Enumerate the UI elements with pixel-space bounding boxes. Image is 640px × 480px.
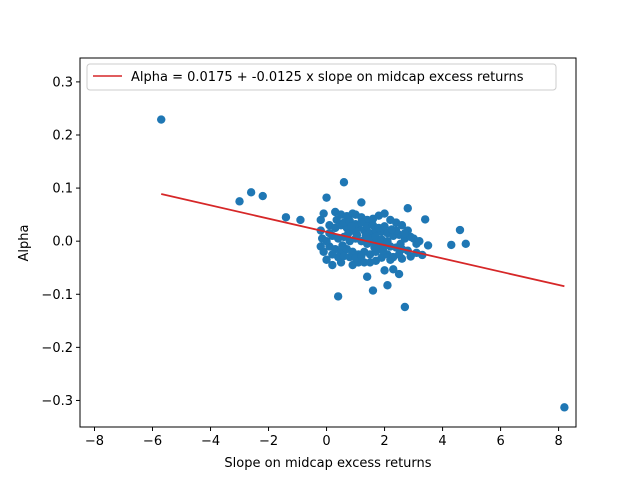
scatter-point (360, 258, 369, 267)
scatter-point (258, 191, 267, 201)
axes-frame (79, 57, 577, 428)
scatter-point (322, 236, 331, 246)
scatter-point (461, 239, 470, 249)
scatter-point (380, 222, 389, 231)
scatter-point (361, 231, 370, 241)
y-tick-label: 0.2 (52, 128, 73, 143)
y-tick-label: 0.3 (52, 75, 73, 90)
scatter-point (357, 251, 366, 261)
x-tick-label: 6 (496, 434, 504, 449)
scatter-point (403, 204, 412, 213)
scatter-point (362, 272, 372, 281)
scatter-point (380, 209, 389, 218)
x-tick-label: 4 (438, 434, 446, 449)
y-axis: −0.3 −0.2 −0.1 0.0 0.1 0.2 0.3 (41, 75, 80, 409)
x-axis-label: Slope on midcap excess returns (224, 456, 431, 471)
x-axis: −8 −6 −4 −2 0 2 4 6 8 (85, 427, 563, 449)
y-tick-label: −0.3 (41, 394, 73, 409)
scatter-point (344, 229, 353, 238)
scatter-point (157, 115, 166, 124)
scatter-point (383, 236, 392, 246)
scatter-point (447, 240, 456, 250)
scatter-point (332, 215, 341, 225)
scatter-point (383, 281, 392, 290)
scatter-point (316, 215, 325, 225)
legend-entry-fit-line: Alpha = 0.0175 + -0.0125 x slope on midc… (131, 70, 524, 85)
scatter-point (378, 246, 388, 255)
legend-box (86, 63, 557, 91)
scatter-point (400, 229, 410, 238)
y-axis-label: Alpha (17, 225, 32, 262)
scatter-point (328, 250, 337, 259)
y-tick-label: −0.2 (41, 341, 73, 356)
scatter-point (370, 243, 379, 252)
scatter-point (423, 241, 433, 250)
scatter-point (322, 193, 331, 202)
scatter-point (380, 266, 389, 275)
scatter-point (235, 197, 244, 206)
scatter-point (400, 302, 410, 312)
scatter-point (394, 250, 404, 259)
scatter-point (396, 239, 405, 249)
scatter-point (338, 241, 347, 250)
scatter-point (455, 225, 465, 235)
y-tick-label: −0.1 (41, 288, 73, 303)
y-tick-label: 0.1 (52, 182, 73, 197)
scatter-point (415, 236, 424, 246)
scatter-point (319, 209, 328, 218)
scatter-point (328, 260, 337, 270)
scatter-point (347, 222, 356, 231)
x-tick-label: −6 (143, 434, 162, 449)
scatter-point (316, 242, 325, 251)
scatter-point (357, 198, 366, 207)
scatter-point (333, 292, 343, 301)
scatter-point (246, 188, 256, 197)
scatter-point (397, 221, 407, 230)
scatter-point (560, 403, 569, 412)
x-tick-label: −4 (201, 434, 220, 449)
scatter-point (296, 215, 305, 225)
legend: Alpha = 0.0175 + -0.0125 x slope on midc… (86, 63, 557, 91)
axes-spines (79, 57, 577, 428)
x-tick-label: 2 (380, 434, 388, 449)
scatter-point (368, 286, 378, 295)
x-tick-label: −2 (259, 434, 278, 449)
y-tick-label: 0.0 (52, 235, 73, 250)
scatter-point (394, 269, 404, 279)
scatter-point (281, 213, 291, 222)
scatter-point (387, 225, 397, 234)
x-tick-label: 8 (554, 434, 562, 449)
x-tick-label: −8 (85, 434, 104, 449)
fit-line (161, 193, 565, 288)
plot-area (157, 115, 569, 412)
x-tick-label: 0 (322, 434, 330, 449)
scatter-point (352, 230, 362, 239)
scatter-point (420, 215, 430, 224)
scatter-point (339, 178, 349, 187)
scatter-point (322, 255, 331, 264)
scatter-point (389, 265, 398, 274)
